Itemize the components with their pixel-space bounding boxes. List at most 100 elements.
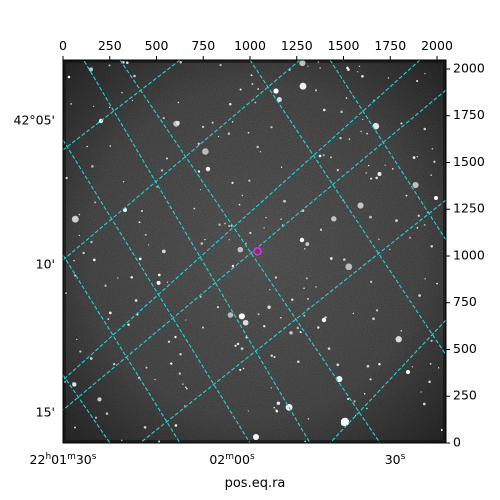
coordinate-grid [63, 60, 446, 443]
star [97, 397, 102, 402]
star [79, 350, 82, 353]
right-tick-label: 1250 [453, 201, 485, 216]
star [430, 245, 434, 248]
star [353, 400, 356, 403]
right-tick-label: 2000 [453, 60, 485, 75]
star [362, 118, 364, 121]
star [303, 287, 305, 290]
star [179, 353, 182, 356]
star [236, 342, 240, 346]
star [336, 168, 339, 172]
star [158, 440, 161, 443]
star [263, 325, 266, 328]
star [327, 347, 331, 350]
star [143, 426, 147, 429]
star [156, 280, 161, 285]
star [231, 181, 234, 184]
star [71, 215, 79, 223]
star [122, 181, 125, 183]
target-marker [253, 247, 262, 256]
star [409, 236, 412, 239]
star [412, 156, 416, 159]
star [360, 130, 363, 133]
star [65, 176, 68, 180]
star [88, 67, 94, 72]
star [392, 168, 394, 170]
star [416, 156, 418, 158]
star [347, 397, 350, 401]
star [227, 312, 234, 318]
star [197, 170, 201, 173]
star [174, 424, 178, 427]
star [231, 264, 235, 268]
star [76, 338, 78, 341]
star [339, 136, 342, 140]
star [358, 65, 361, 68]
star [174, 335, 177, 339]
star [157, 273, 161, 277]
star [238, 313, 245, 320]
star [217, 135, 220, 138]
star [299, 331, 302, 334]
star [411, 366, 414, 368]
star [281, 224, 284, 226]
dec-tick-label: 42°05' [14, 113, 56, 128]
star [280, 317, 282, 319]
star [345, 97, 348, 99]
star [436, 282, 438, 285]
star [430, 174, 433, 176]
star [428, 380, 431, 384]
right-tick-label: 750 [453, 294, 477, 309]
star [134, 299, 138, 302]
star [378, 363, 381, 366]
star [280, 218, 282, 220]
star [127, 323, 130, 326]
star [167, 340, 171, 343]
star [162, 116, 165, 120]
star [275, 409, 279, 413]
star [375, 176, 378, 180]
star [405, 194, 408, 197]
star [369, 378, 372, 381]
star [343, 258, 346, 261]
star [257, 313, 260, 316]
star [395, 219, 398, 222]
star [267, 305, 271, 309]
star [307, 65, 309, 67]
star [185, 387, 188, 390]
star [370, 280, 373, 283]
star [395, 336, 402, 343]
star [78, 234, 81, 237]
star [375, 309, 379, 312]
star [107, 318, 110, 320]
star [276, 96, 282, 103]
star [304, 248, 306, 250]
star [345, 263, 353, 271]
star [140, 210, 143, 212]
star [372, 317, 375, 321]
star [239, 368, 242, 371]
star [175, 120, 181, 126]
star [204, 238, 206, 241]
star [138, 257, 142, 261]
star [72, 382, 77, 387]
star [389, 248, 391, 251]
star [144, 233, 147, 236]
star [265, 216, 267, 219]
star [429, 362, 432, 365]
star [131, 99, 134, 102]
star [256, 145, 259, 149]
star [317, 61, 320, 63]
star [92, 258, 96, 262]
star [65, 292, 67, 295]
star [239, 88, 242, 91]
star [67, 75, 71, 79]
star [228, 225, 231, 227]
star [297, 360, 300, 364]
grid-line [63, 254, 181, 443]
star [228, 239, 230, 241]
star [322, 154, 325, 157]
star [82, 251, 85, 255]
star [122, 60, 125, 64]
star [242, 319, 249, 326]
